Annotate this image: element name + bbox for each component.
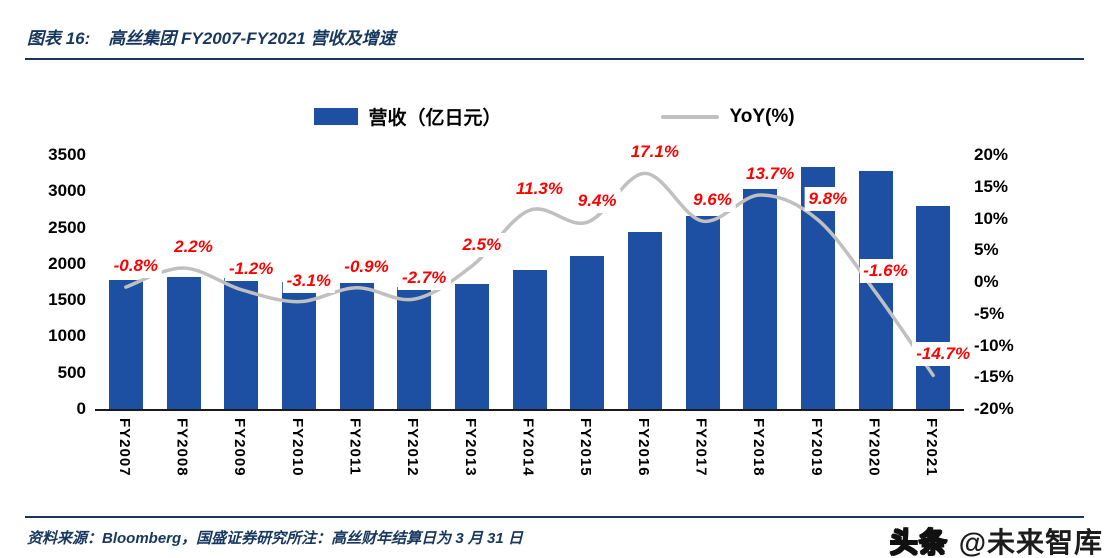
right-axis-tick: 0%: [974, 272, 999, 291]
right-axis-tick: -10%: [974, 335, 1014, 355]
title-divider: [25, 58, 1084, 60]
yoy-data-label: -1.6%: [859, 259, 912, 284]
yoy-data-label: -1.2%: [224, 256, 278, 281]
revenue-bar: [743, 189, 778, 409]
revenue-bar: [685, 215, 720, 409]
legend-line-label: YoY(%): [729, 105, 795, 127]
yoy-data-label: 13.7%: [742, 162, 799, 186]
revenue-bar: [916, 206, 951, 409]
x-axis-label: FY2021: [923, 418, 941, 477]
revenue-bar: [224, 278, 259, 409]
x-axis-label: FY2007: [115, 418, 133, 477]
right-axis-tick: -5%: [974, 303, 1005, 323]
x-axis-line: [95, 409, 964, 411]
legend: 营收（亿日元） YoY(%): [0, 103, 1109, 130]
right-axis-tick: -20%: [974, 399, 1014, 418]
revenue-bar: [858, 171, 893, 409]
watermark-handle: @未来智库: [958, 527, 1103, 558]
revenue-bar: [570, 256, 605, 409]
right-axis-tick: 20%: [974, 145, 1009, 164]
right-axis-tick: 15%: [974, 176, 1009, 196]
left-axis-tick: 0: [76, 399, 86, 418]
x-axis-label: FY2011: [346, 418, 364, 476]
revenue-bar: [281, 282, 316, 409]
right-axis-tick: 10%: [974, 208, 1009, 228]
x-axis-label: FY2017: [692, 418, 710, 477]
yoy-data-label: 9.4%: [573, 189, 621, 214]
legend-bar-swatch: [314, 108, 359, 125]
revenue-bar: [454, 283, 489, 409]
page-title: 图表 16: 高丝集团 FY2007-FY2021 营收及增速: [27, 24, 396, 49]
x-axis-label: FY2010: [288, 418, 306, 477]
x-axis-label: FY2013: [461, 418, 479, 477]
right-axis-tick: -15%: [974, 367, 1014, 387]
legend-item-revenue: 营收（亿日元）: [314, 103, 501, 130]
yoy-data-label: -14.7%: [912, 342, 975, 367]
x-axis-label: FY2014: [519, 418, 537, 477]
yoy-data-label: -2.7%: [397, 266, 451, 291]
x-axis-label: FY2009: [231, 418, 249, 477]
footer-divider: [25, 516, 1084, 518]
legend-bar-label: 营收（亿日元）: [368, 108, 502, 129]
watermark-toutiao-logo: 头条: [889, 526, 948, 558]
x-axis-label: FY2016: [634, 418, 652, 477]
x-axis-label: FY2020: [865, 418, 883, 477]
figure-number-label: 图表 16:: [27, 29, 91, 48]
left-axis-tick: 500: [57, 362, 86, 382]
legend-item-yoy: YoY(%): [661, 105, 795, 128]
yoy-data-label: 11.3%: [512, 177, 567, 202]
x-axis-label: FY2019: [807, 418, 825, 477]
yoy-data-label: -3.1%: [282, 268, 336, 293]
yoy-data-label: -0.8%: [109, 254, 163, 279]
figure-title-text: 高丝集团 FY2007-FY2021 营收及增速: [108, 29, 396, 48]
revenue-bar: [339, 283, 374, 409]
left-axis-tick: 1500: [48, 290, 86, 310]
yoy-data-label: 9.6%: [689, 188, 736, 213]
legend-line-swatch: [661, 114, 720, 119]
x-axis-label: FY2015: [577, 418, 595, 477]
revenue-bar: [397, 286, 432, 409]
x-axis-label: FY2008: [173, 418, 191, 477]
yoy-data-label: 9.8%: [804, 186, 852, 211]
watermark: 头条 @未来智库: [889, 521, 1103, 558]
x-axis-label: FY2018: [750, 418, 768, 477]
right-axis-tick: 5%: [974, 240, 999, 260]
source-note: 资料来源：Bloomberg，国盛证券研究所注：高丝财年结算日为 3 月 31 …: [27, 530, 523, 547]
yoy-data-label: 17.1%: [626, 140, 683, 165]
left-axis-tick: 2500: [48, 217, 86, 237]
revenue-bar: [108, 279, 143, 409]
left-axis-tick: 1000: [48, 326, 86, 346]
yoy-data-label: 2.2%: [170, 235, 217, 260]
yoy-data-label: 2.5%: [458, 233, 506, 258]
left-axis-tick: 3500: [48, 145, 86, 164]
revenue-bar: [627, 232, 662, 409]
revenue-bar: [166, 276, 201, 409]
yoy-data-label: -0.9%: [340, 254, 393, 279]
revenue-bar: [512, 269, 547, 409]
left-axis-tick: 3000: [48, 181, 86, 201]
x-axis-label: FY2012: [404, 418, 422, 477]
left-axis-tick: 2000: [48, 253, 86, 273]
